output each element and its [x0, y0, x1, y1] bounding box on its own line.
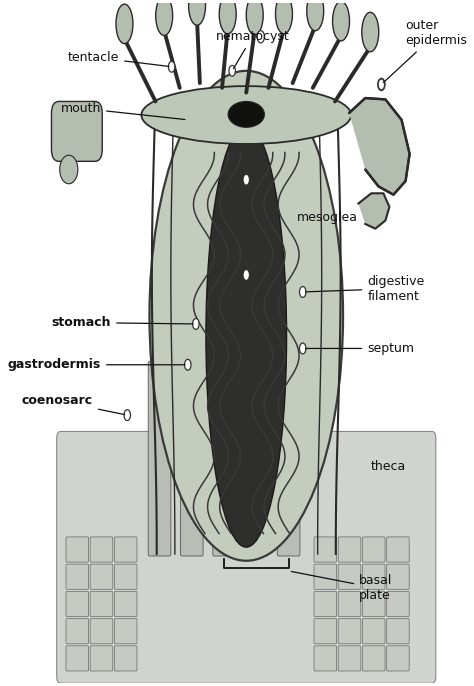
FancyBboxPatch shape [181, 362, 203, 556]
Text: mesoglea: mesoglea [297, 211, 358, 224]
FancyBboxPatch shape [114, 537, 137, 562]
FancyBboxPatch shape [148, 362, 171, 556]
Circle shape [243, 270, 249, 281]
Text: septum: septum [306, 342, 414, 355]
FancyBboxPatch shape [363, 564, 385, 589]
Circle shape [378, 78, 385, 91]
Circle shape [168, 61, 175, 72]
FancyBboxPatch shape [90, 537, 113, 562]
FancyBboxPatch shape [338, 591, 361, 617]
Circle shape [300, 287, 306, 298]
Ellipse shape [246, 0, 263, 35]
Text: coenosarc: coenosarc [22, 394, 125, 414]
FancyBboxPatch shape [387, 591, 409, 617]
Circle shape [184, 359, 191, 370]
FancyBboxPatch shape [66, 564, 89, 589]
Ellipse shape [362, 12, 379, 51]
FancyBboxPatch shape [66, 646, 89, 671]
Text: nematocyst: nematocyst [216, 30, 289, 69]
FancyBboxPatch shape [314, 537, 337, 562]
Text: mouth: mouth [61, 102, 185, 119]
Ellipse shape [307, 0, 324, 31]
Circle shape [243, 174, 249, 185]
FancyBboxPatch shape [363, 646, 385, 671]
FancyBboxPatch shape [90, 591, 113, 617]
Circle shape [378, 79, 384, 90]
Ellipse shape [206, 126, 287, 547]
Ellipse shape [275, 0, 292, 34]
Ellipse shape [219, 0, 236, 34]
FancyBboxPatch shape [363, 619, 385, 643]
Ellipse shape [149, 71, 343, 560]
Ellipse shape [333, 1, 349, 41]
Polygon shape [358, 193, 390, 228]
FancyBboxPatch shape [314, 619, 337, 643]
FancyBboxPatch shape [66, 591, 89, 617]
FancyBboxPatch shape [245, 362, 268, 556]
FancyBboxPatch shape [363, 537, 385, 562]
FancyBboxPatch shape [277, 362, 300, 556]
FancyBboxPatch shape [387, 564, 409, 589]
FancyBboxPatch shape [213, 362, 236, 556]
FancyBboxPatch shape [57, 431, 436, 683]
FancyBboxPatch shape [338, 619, 361, 643]
Ellipse shape [156, 0, 173, 36]
FancyBboxPatch shape [90, 646, 113, 671]
FancyBboxPatch shape [66, 537, 89, 562]
FancyBboxPatch shape [314, 564, 337, 589]
Circle shape [124, 410, 130, 421]
Polygon shape [349, 98, 410, 195]
FancyBboxPatch shape [66, 619, 89, 643]
Circle shape [192, 318, 199, 329]
FancyBboxPatch shape [314, 591, 337, 617]
FancyBboxPatch shape [338, 564, 361, 589]
Text: stomach: stomach [52, 316, 193, 329]
FancyBboxPatch shape [387, 537, 409, 562]
FancyBboxPatch shape [52, 102, 102, 161]
Ellipse shape [60, 155, 78, 184]
FancyBboxPatch shape [387, 646, 409, 671]
Text: theca: theca [371, 460, 406, 473]
FancyBboxPatch shape [90, 619, 113, 643]
FancyBboxPatch shape [114, 646, 137, 671]
FancyBboxPatch shape [363, 591, 385, 617]
Ellipse shape [141, 86, 351, 144]
Circle shape [257, 31, 264, 43]
Text: basal
plate: basal plate [292, 571, 392, 602]
FancyBboxPatch shape [114, 619, 137, 643]
FancyBboxPatch shape [114, 591, 137, 617]
Text: gastrodermis: gastrodermis [8, 358, 185, 371]
FancyBboxPatch shape [387, 619, 409, 643]
Ellipse shape [116, 4, 133, 44]
FancyBboxPatch shape [114, 564, 137, 589]
FancyBboxPatch shape [338, 646, 361, 671]
FancyBboxPatch shape [338, 537, 361, 562]
Ellipse shape [228, 102, 264, 128]
Ellipse shape [189, 0, 206, 25]
Circle shape [229, 65, 236, 76]
FancyBboxPatch shape [314, 646, 337, 671]
Text: tentacle: tentacle [68, 51, 169, 67]
FancyBboxPatch shape [90, 564, 113, 589]
Text: digestive
filament: digestive filament [306, 274, 425, 303]
Circle shape [300, 343, 306, 354]
Text: outer
epidermis: outer epidermis [383, 19, 467, 82]
